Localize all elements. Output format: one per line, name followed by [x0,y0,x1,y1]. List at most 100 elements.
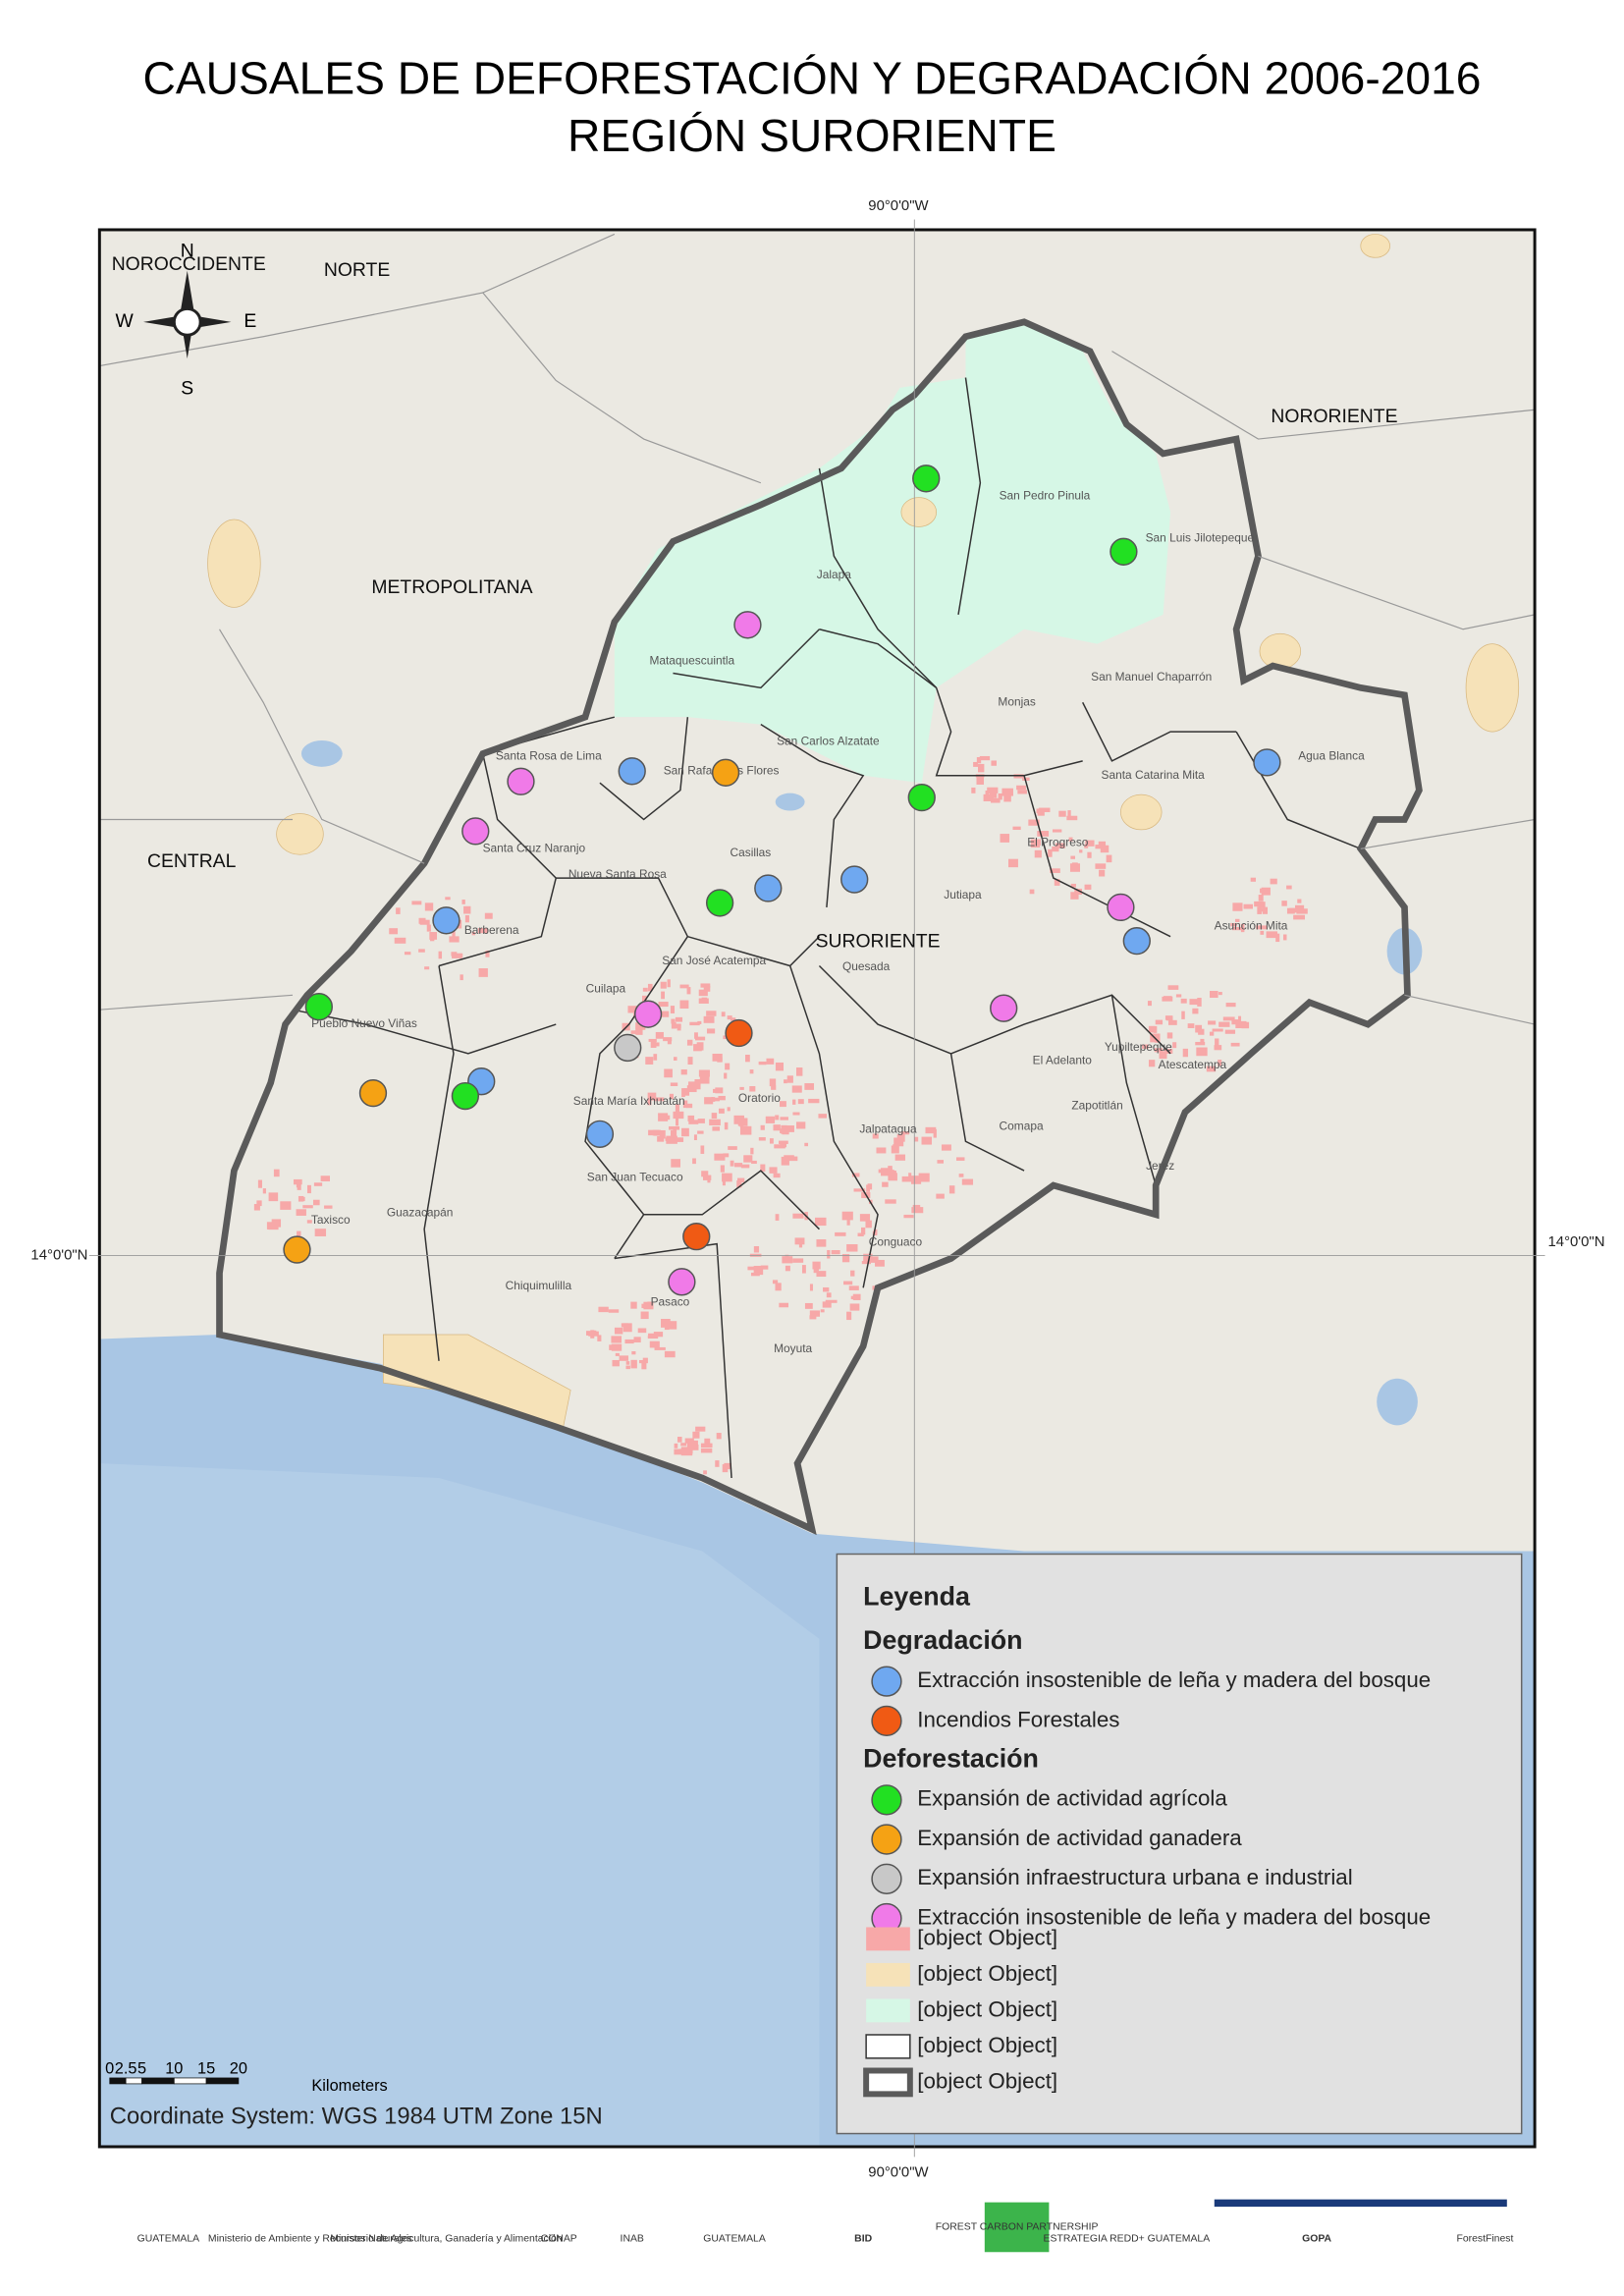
fire-patch [670,1006,676,1013]
fire-patch [720,1165,725,1173]
municipality-border [819,629,938,688]
fire-patch [948,1185,955,1194]
fire-patch [682,1100,688,1109]
fire-patch [728,1146,737,1150]
cause-marker [461,817,490,846]
fire-patch [1206,1066,1217,1072]
scale-segment [205,2077,240,2085]
fire-patch [666,1115,671,1121]
fire-patch [313,1182,323,1186]
fire-patch [760,1164,766,1172]
fire-patch [686,1103,693,1109]
fire-patch [684,1438,694,1444]
lat-label: 14°0'0"N [30,1247,87,1263]
fire-patch [671,1159,681,1168]
compass-letter: N [181,240,194,261]
ocean-shelf [99,1463,820,2147]
municipality-label: Conguaco [869,1234,923,1248]
fire-patch [730,1160,734,1167]
fire-patch [878,1169,883,1174]
fire-patch [739,1086,744,1090]
fire-patch [1095,863,1107,869]
legend-label: Expansión infraestructura urbana e indus… [917,1865,1352,1889]
border [1258,555,1536,630]
municipality-border [760,723,865,907]
fire-patch [1034,849,1042,858]
municipality-label: Quesada [842,959,891,973]
fire-patch [280,1201,292,1210]
fire-patch [1225,1003,1236,1008]
municipality-label: Jerez [1146,1159,1174,1173]
fire-patch [989,790,998,798]
fire-patch [750,1272,760,1277]
cause-marker [451,1081,480,1111]
fire-patch [1281,901,1287,906]
border [99,292,762,484]
fire-patch [680,1068,687,1075]
scale-label: 20 [230,2059,247,2077]
fire-patch [713,1088,723,1093]
fire-patch [611,1336,623,1343]
fire-patch [419,919,430,925]
fire-patch [1208,1020,1217,1025]
municipality-label: Taxisco [311,1213,351,1227]
fire-patch [438,951,443,959]
fire-patch [658,1113,669,1121]
scale-segment [125,2077,142,2085]
fire-patch [792,1099,796,1105]
fire-patch [1292,908,1301,913]
fire-patch [725,1063,731,1070]
fire-patch [680,1443,687,1447]
fire-patch [721,1011,726,1017]
fire-patch [697,1020,702,1024]
fire-patch [664,1068,673,1078]
compass-letter: W [116,310,135,332]
municipality-label: Jalpatagua [859,1122,917,1136]
fire-patch [702,1175,712,1180]
fire-patch [640,1311,649,1320]
fire-patch [471,931,476,936]
fire-patch [991,760,998,766]
fire-patch [649,1340,660,1348]
fire-patch [253,1204,260,1211]
fire-patch [740,1164,750,1169]
fire-patch [698,1069,710,1077]
fire-patch [703,1015,715,1023]
fire-patch [734,1163,743,1168]
cause-marker [614,1033,642,1063]
municipality-label: El Adelanto [1033,1053,1093,1066]
fire-patch [903,1214,914,1219]
fire-patch [615,1352,620,1356]
fire-patch [861,1227,866,1235]
fire-patch [683,1088,690,1096]
fire-patch [868,1253,872,1262]
region-label: NORORIENTE [1271,406,1397,427]
fire-patch [296,1209,306,1216]
fire-patch [749,1086,756,1092]
fire-patch [1008,858,1018,868]
municipality-label: San Manuel Chaparrón [1091,670,1212,683]
fire-patch [700,1145,705,1154]
fire-patch [771,1085,777,1090]
fire-patch [1257,906,1262,914]
municipality-border [1110,995,1157,1186]
fire-patch [669,1093,674,1100]
fire-patch [961,1178,974,1185]
fire-patch [635,1026,643,1035]
fire-patch [841,1211,853,1221]
fire-patch [588,1331,599,1337]
fire-patch [661,991,665,1000]
fire-patch [619,1355,629,1361]
fire-patch [1218,1060,1222,1066]
fire-patch [775,1115,780,1121]
fire-patch [645,1057,654,1065]
fire-patch [1084,884,1092,890]
cause-marker [358,1078,388,1108]
fire-patch [1098,841,1107,849]
fire-patch [1192,1008,1199,1014]
protected-area [1120,793,1163,831]
fire-patch [680,1447,693,1456]
lat-label: 14°0'0"N [1548,1234,1605,1250]
fire-patch [893,1144,897,1150]
